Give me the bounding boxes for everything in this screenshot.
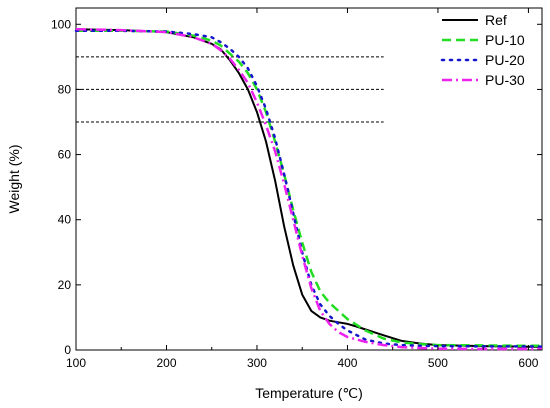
legend-label-pu-30: PU-30 (485, 72, 525, 88)
series-line-pu-30 (75, 27, 542, 351)
legend-label-pu-20: PU-20 (485, 52, 525, 68)
x-axis: 100 200 300 400 500 600 (66, 8, 539, 370)
legend-label-ref: Ref (485, 12, 507, 28)
y-tick-label: 40 (58, 213, 72, 227)
y-axis: 0 20 40 60 80 100 (51, 17, 542, 357)
y-tick-label: 100 (51, 17, 71, 31)
x-tick-label: 100 (66, 356, 86, 370)
x-tick-label: 300 (247, 356, 267, 370)
y-tick-label: 60 (58, 148, 72, 162)
x-tick-label: 200 (156, 356, 176, 370)
series-layer (74, 27, 544, 351)
x-tick-label: 400 (337, 356, 357, 370)
reference-lines (76, 56, 384, 123)
x-axis-title: Temperature (℃) (255, 385, 363, 401)
plot-frame (75, 7, 543, 351)
y-axis-title: Weight (%) (6, 145, 22, 214)
x-tick-label: 600 (518, 356, 538, 370)
y-tick-label: 20 (58, 278, 72, 292)
y-tick-label: 80 (58, 82, 72, 96)
series-line-pu-20 (74, 29, 544, 348)
x-tick-label: 500 (428, 356, 448, 370)
legend: Ref PU-10 PU-20 PU-30 (440, 12, 525, 88)
y-tick-label: 0 (64, 343, 71, 357)
legend-label-pu-10: PU-10 (485, 32, 525, 48)
series-line-ref (75, 28, 542, 348)
series-line-pu-10 (76, 29, 542, 348)
